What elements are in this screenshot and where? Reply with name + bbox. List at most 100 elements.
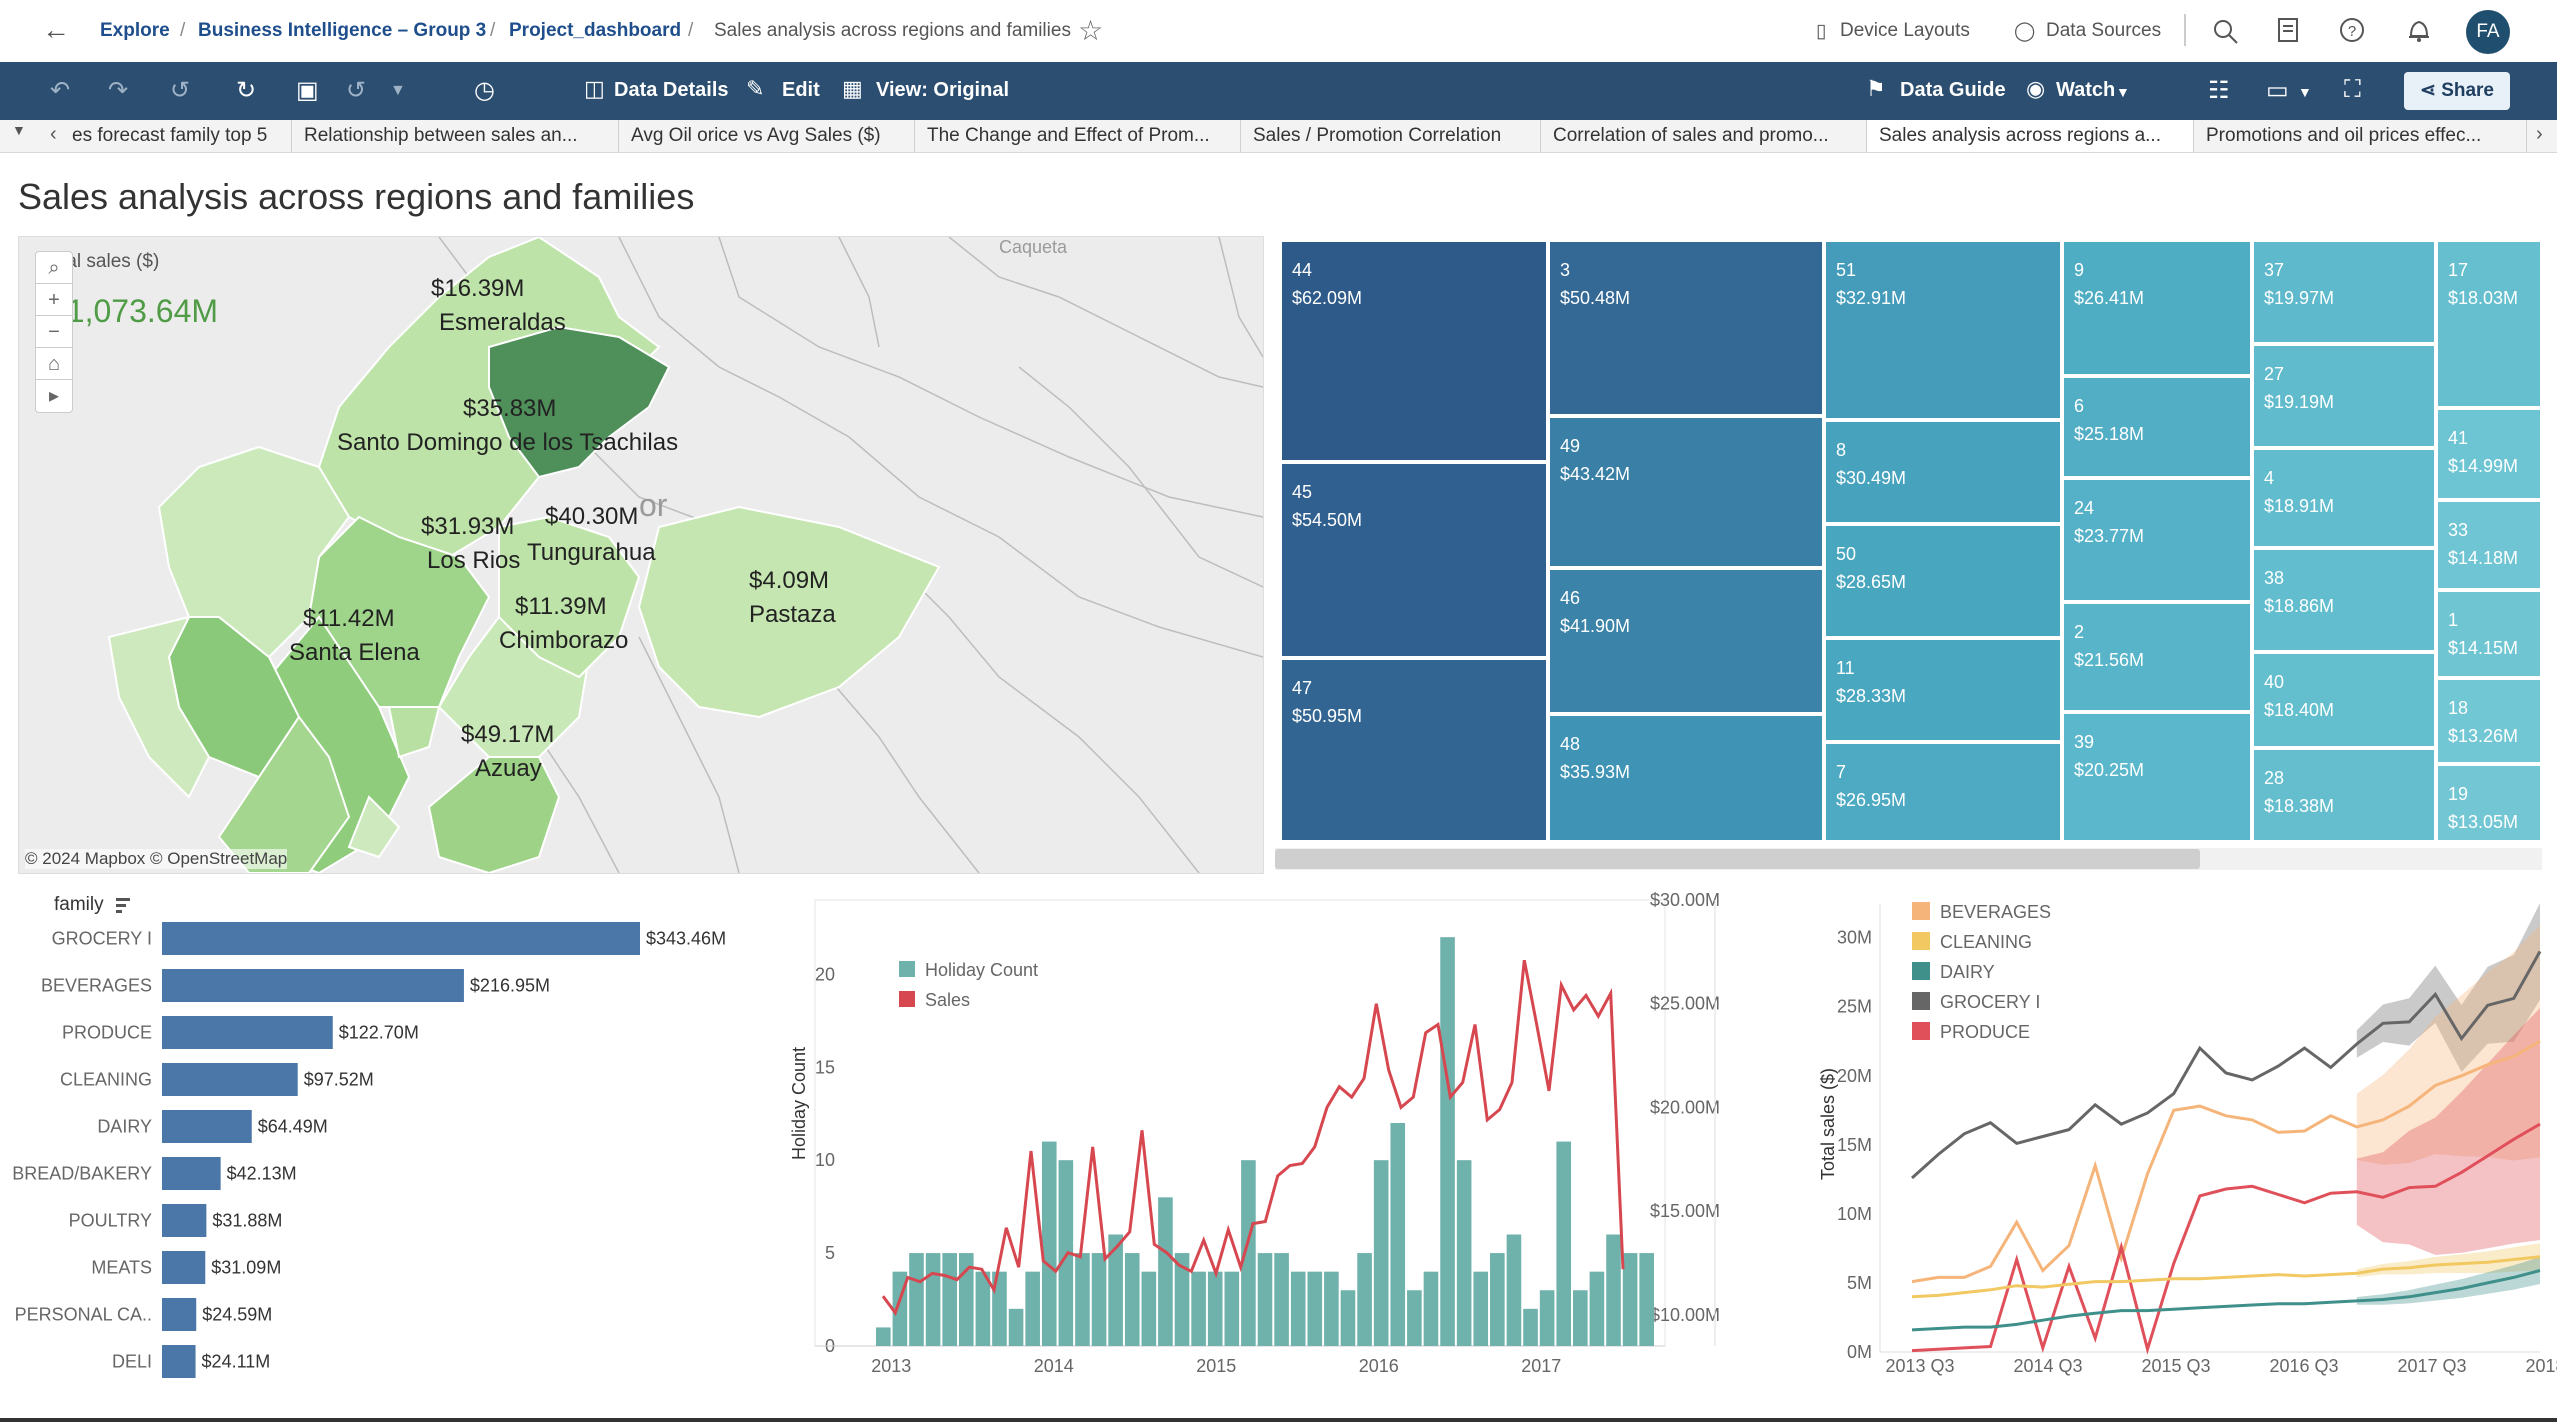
tabs-menu-chevron-icon[interactable]: ▼ xyxy=(12,122,26,138)
sales-line[interactable] xyxy=(881,959,1625,1316)
share-button[interactable]: ⋖ Share xyxy=(2404,72,2510,110)
back-arrow-icon[interactable]: ← xyxy=(42,14,70,45)
treemap-cell-store-27[interactable]: 27 $19.19M xyxy=(2252,344,2436,448)
treemap-cell-store-28[interactable]: 28 $18.38M xyxy=(2252,748,2436,842)
device-layouts-icon[interactable]: ▯ xyxy=(1816,21,1827,42)
treemap-cell-store-49[interactable]: 49 $43.42M xyxy=(1548,416,1824,568)
tab-promotions-oil-prices[interactable]: Promotions and oil prices effec... xyxy=(2194,120,2527,152)
holiday-count-bar[interactable] xyxy=(1440,937,1455,1346)
treemap-cell-store-37[interactable]: 37 $19.97M xyxy=(2252,240,2436,344)
holiday-count-bar[interactable] xyxy=(1390,1123,1406,1346)
holiday-count-bar[interactable] xyxy=(1523,1308,1538,1346)
treemap-cell-store-4[interactable]: 4 $18.91M xyxy=(2252,448,2436,548)
holiday-count-bar[interactable] xyxy=(975,1271,991,1346)
replay-animation-icon[interactable]: ↺ xyxy=(346,77,367,104)
bar-bread-bakery[interactable] xyxy=(162,1157,221,1190)
tab-correlation-sales-promo[interactable]: Correlation of sales and promo... xyxy=(1541,120,1867,152)
bar-dairy[interactable] xyxy=(162,1110,252,1143)
holiday-count-bar[interactable] xyxy=(1008,1308,1024,1346)
sort-icon[interactable] xyxy=(116,898,130,901)
forecast-line-cleaning[interactable] xyxy=(1911,1255,2541,1299)
bar-meats[interactable] xyxy=(162,1251,206,1284)
holiday-count-bar[interactable] xyxy=(992,1271,1007,1346)
map-attribution[interactable]: © 2024 Mapbox © OpenStreetMap xyxy=(25,849,288,869)
treemap-cell-store-18[interactable]: 18 $13.26M xyxy=(2436,678,2542,764)
holiday-count-bar[interactable] xyxy=(1124,1253,1140,1346)
treemap-cell-store-11[interactable]: 11 $28.33M xyxy=(1824,638,2062,742)
tab-sales-across-regions[interactable]: Sales analysis across regions a... xyxy=(1867,120,2194,152)
holiday-count-bar[interactable] xyxy=(1207,1271,1223,1346)
tab-promotion-effect[interactable]: The Change and Effect of Prom... xyxy=(915,120,1241,152)
refresh-data-icon[interactable]: ↻ xyxy=(236,77,257,104)
map-zoom-out-icon[interactable]: − xyxy=(35,315,73,349)
bar-poultry[interactable] xyxy=(162,1204,207,1237)
treemap-cell-store-39[interactable]: 39 $20.25M xyxy=(2062,712,2252,842)
holiday-count-bar[interactable] xyxy=(1324,1271,1339,1346)
bar-cleaning[interactable] xyxy=(162,1063,298,1096)
holiday-count-bar[interactable] xyxy=(958,1253,974,1346)
treemap-cell-store-6[interactable]: 6 $25.18M xyxy=(2062,376,2252,478)
data-details-button[interactable]: Data Details xyxy=(614,79,729,101)
device-layouts-button[interactable]: Device Layouts xyxy=(1840,20,1970,41)
treemap-cell-store-46[interactable]: 46 $41.90M xyxy=(1548,568,1824,714)
breadcrumb-group[interactable]: Business Intelligence – Group 3 xyxy=(198,20,487,41)
treemap-cell-store-3[interactable]: 3 $50.48M xyxy=(1548,240,1824,416)
holiday-count-bar[interactable] xyxy=(1041,1141,1057,1346)
map-home-icon[interactable]: ⌂ xyxy=(35,347,73,381)
fullscreen-icon[interactable]: ⛶ xyxy=(2344,76,2361,103)
holiday-count-bar[interactable] xyxy=(1373,1160,1389,1346)
holiday-count-bar[interactable] xyxy=(1606,1234,1621,1347)
holiday-count-bar[interactable] xyxy=(1456,1160,1472,1346)
breadcrumb-project[interactable]: Project_dashboard xyxy=(509,20,682,41)
holiday-count-bar[interactable] xyxy=(1025,1271,1040,1346)
holiday-count-bar[interactable] xyxy=(1307,1271,1323,1346)
treemap-cell-store-24[interactable]: 24 $23.77M xyxy=(2062,478,2252,602)
treemap-cell-store-47[interactable]: 47 $50.95M xyxy=(1280,658,1548,842)
holiday-count-bar[interactable] xyxy=(1357,1253,1372,1346)
data-details-icon[interactable]: ◫ xyxy=(584,76,605,101)
breadcrumb-explore[interactable]: Explore xyxy=(100,20,170,41)
tabs-scroll-right-icon[interactable]: › xyxy=(2536,123,2543,145)
holiday-count-bar[interactable] xyxy=(1539,1290,1555,1346)
favorite-star-icon[interactable]: ☆ xyxy=(1078,15,1104,46)
holiday-count-bar[interactable] xyxy=(942,1253,957,1346)
data-guide-button[interactable]: Data Guide xyxy=(1900,79,2006,101)
forecast-line-beverages[interactable] xyxy=(1911,1039,2541,1284)
holiday-count-bar[interactable] xyxy=(1058,1160,1074,1346)
tab-sales-forecast[interactable]: es forecast family top 5 xyxy=(60,120,292,152)
holiday-count-bar[interactable] xyxy=(1141,1271,1157,1346)
treemap-cell-store-7[interactable]: 7 $26.95M xyxy=(1824,742,2062,842)
edit-icon[interactable]: ✎ xyxy=(746,76,765,101)
treemap-cell-store-40[interactable]: 40 $18.40M xyxy=(2252,652,2436,748)
holiday-count-bar[interactable] xyxy=(1174,1253,1190,1346)
holiday-count-bar[interactable] xyxy=(1257,1253,1273,1346)
treemap-cell-store-45[interactable]: 45 $54.50M xyxy=(1280,462,1548,658)
holiday-count-bar[interactable] xyxy=(1224,1271,1240,1346)
treemap-cell-store-1[interactable]: 1 $14.15M xyxy=(2436,590,2542,678)
store-treemap[interactable]: 44 $62.09M 45 $54.50M 47 $50.95M 3 $50.48M 49 $43… xyxy=(1280,240,2542,842)
performance-gauge-icon[interactable]: ◷ xyxy=(474,77,495,104)
view-icon[interactable]: ▦ xyxy=(842,76,863,101)
bar-beverages[interactable] xyxy=(162,969,464,1002)
view-original-button[interactable]: View: Original xyxy=(876,79,1009,101)
holiday-count-bar[interactable] xyxy=(1191,1271,1206,1346)
holiday-count-bar[interactable] xyxy=(1274,1253,1289,1346)
holiday-count-bar[interactable] xyxy=(1108,1234,1123,1347)
present-chevron-down-icon[interactable]: ▼ xyxy=(2298,84,2312,100)
watch-eye-icon[interactable]: ◉ xyxy=(2026,76,2046,101)
treemap-cell-store-51[interactable]: 51 $32.91M xyxy=(1824,240,2062,420)
watch-chevron-down-icon[interactable]: ▼ xyxy=(2116,84,2130,100)
holiday-count-bar[interactable] xyxy=(1556,1141,1572,1346)
holiday-count-bar[interactable] xyxy=(1622,1253,1638,1346)
tab-relationship-sales[interactable]: Relationship between sales an... xyxy=(292,120,619,152)
treemap-cell-store-17[interactable]: 17 $18.03M xyxy=(2436,240,2542,408)
holiday-count-bar[interactable] xyxy=(1490,1253,1505,1346)
holiday-count-bar[interactable] xyxy=(1506,1234,1522,1347)
treemap-cell-store-38[interactable]: 38 $18.86M xyxy=(2252,548,2436,652)
treemap-cell-store-48[interactable]: 48 $35.93M xyxy=(1548,714,1824,842)
tab-oil-price-vs-sales[interactable]: Avg Oil orice vs Avg Sales ($) xyxy=(619,120,915,152)
bar-personal-ca-[interactable] xyxy=(162,1298,197,1331)
treemap-cell-store-50[interactable]: 50 $28.65M xyxy=(1824,524,2062,638)
tabs-scroll-left-icon[interactable]: ‹ xyxy=(50,123,57,145)
holiday-count-bar[interactable] xyxy=(876,1327,891,1346)
